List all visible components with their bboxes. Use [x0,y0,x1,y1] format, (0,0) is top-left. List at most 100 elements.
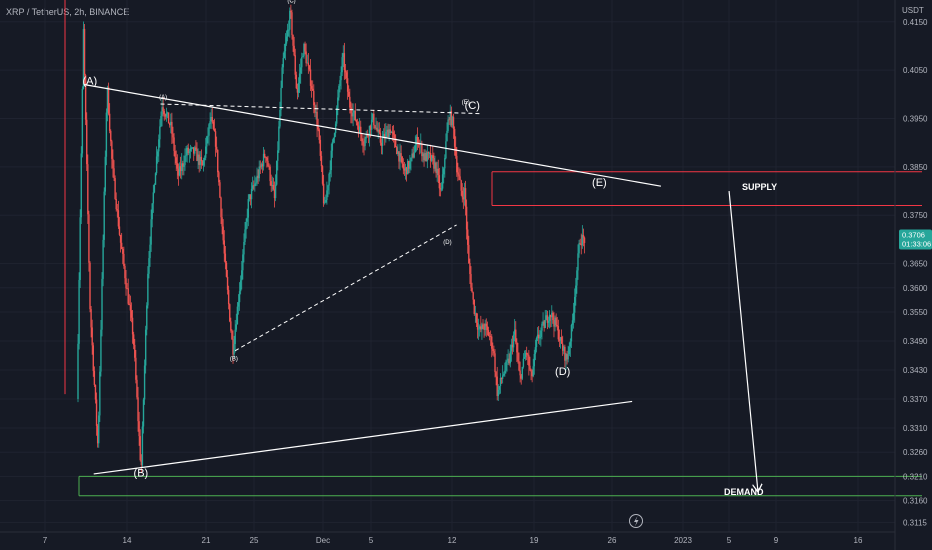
candle-body [521,366,524,379]
candle-body [115,198,117,210]
candle-body [384,133,386,139]
candle-body [405,167,408,175]
candle-body [87,164,89,215]
demand-label: DEMAND [724,487,764,497]
candle-body [439,188,442,190]
candle-body [123,253,125,267]
candle-body [117,210,120,227]
candle-body [443,168,445,175]
candle-body [226,276,229,290]
candle-body [100,329,102,372]
candle-body [403,168,406,171]
candle-body [388,129,390,138]
candle-body [279,110,281,127]
candle-body [503,373,505,376]
candle-body [209,121,211,125]
candle-body [253,185,255,187]
candle-body [352,112,354,117]
candle-body [350,107,352,114]
x-tick-label: Dec [316,536,330,545]
candle-body [84,75,87,120]
candle-body [524,352,527,358]
candle-body [177,168,180,176]
trendlines-layer [84,84,758,491]
candle-body [493,351,495,354]
candle-body [505,361,507,371]
price-tag-value: 0.3706 [902,230,925,239]
candle-body [357,125,360,134]
candle-body [176,163,179,169]
y-tick-label: 0.3950 [903,114,928,123]
wave-label-minor: (C) [287,0,295,4]
candle-body [86,119,88,165]
candle-body [455,146,457,156]
candle-body [353,110,355,113]
candle-body [438,175,441,189]
candle-body [392,132,395,135]
candle-body [541,323,543,331]
candle-body [522,358,525,367]
candle-body [96,425,99,444]
candle-body [362,141,364,146]
candle-body [111,141,113,159]
candle-body [91,327,93,346]
candle-body [141,426,144,465]
grid [0,0,895,532]
candle-body [231,330,233,340]
candle-body [369,125,372,130]
candle-body [409,161,411,169]
candle-body [148,258,150,274]
candle-body [447,119,449,131]
candle-body [289,10,291,30]
candle-body [98,415,100,444]
candle-body [254,183,256,187]
candle-body [271,184,274,186]
candle-body [183,165,185,167]
candle-body [259,166,262,168]
candle-body [107,86,110,114]
candle-body [431,155,433,161]
x-tick-label: 12 [448,536,457,545]
candle-body [523,357,526,359]
candle-body [207,135,209,137]
candle-body [241,270,243,281]
candle-body [266,157,268,161]
candle-body [215,146,218,150]
candle-body [379,132,382,143]
candle-body [250,188,253,200]
candle-body [398,151,400,162]
candle-body [344,70,347,73]
candle-body [328,173,330,186]
candle-body [377,129,379,132]
candle-body [225,262,228,277]
candle-body [143,365,146,400]
candle-body [566,354,568,360]
candle-body [575,285,577,297]
y-tick-label: 0.3210 [903,472,928,481]
candle-body [99,371,101,416]
candle-body [508,358,510,364]
candle-body [513,329,516,335]
candle-body [118,226,121,235]
candle-body [358,126,361,134]
candle-body [132,334,135,345]
candle-body [572,312,575,321]
candle-body [232,339,234,355]
candle-body [497,389,499,397]
wave-label-major: (D) [555,366,570,378]
candle-body [190,147,193,149]
candle-body [262,153,265,167]
candle-body [265,156,267,158]
candle-body [167,112,170,124]
x-tick-label: 25 [250,536,259,545]
candle-body [569,341,572,347]
candle-body [551,312,553,318]
candle-body [249,194,252,200]
candle-body [281,67,283,88]
candle-body [581,234,584,246]
candle-body [286,29,289,37]
candle-body [464,188,467,207]
candle-body [511,344,514,348]
candle-body [302,56,304,58]
